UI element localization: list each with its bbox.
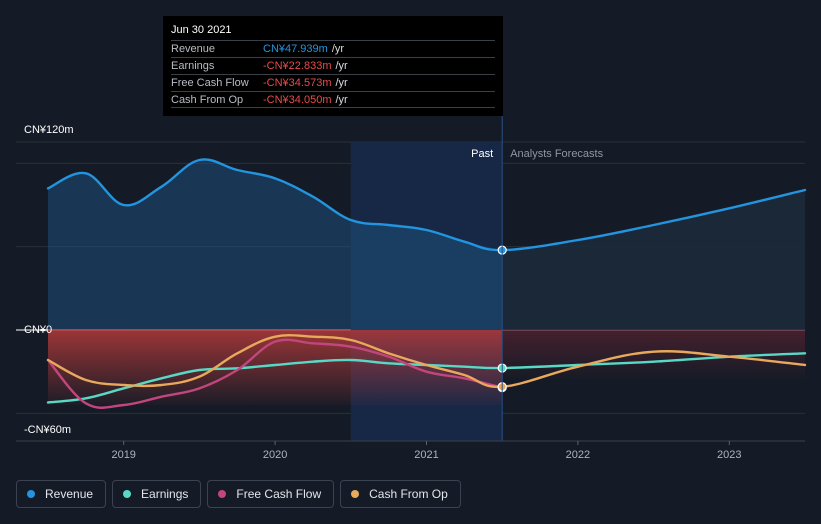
tooltip-unit: /yr (335, 94, 348, 106)
tooltip-unit: /yr (331, 43, 345, 55)
tooltip-label: Earnings (171, 60, 215, 72)
legend-dot-icon (351, 490, 360, 498)
tooltip-row-cash-from-op: Cash From Op -CN¥34.050m /yr (171, 91, 495, 108)
legend-dot-icon (218, 490, 227, 498)
tooltip-row-free-cash-flow: Free Cash Flow -CN¥34.573m /yr (171, 74, 495, 91)
y-tick-label: CN¥0 (24, 324, 52, 336)
tooltip-row-revenue: Revenue CN¥47.939m /yr (171, 40, 495, 57)
tooltip-unit: /yr (335, 60, 348, 72)
chart-legend: Revenue Earnings Free Cash Flow Cash Fro… (16, 480, 461, 508)
free-cash-flow-line (46, 338, 504, 409)
revenue-area-forecast (502, 190, 805, 330)
legend-label: Free Cash Flow (236, 487, 322, 501)
cash-from-op-line (46, 333, 807, 389)
hover-tooltip: Jun 30 2021 Revenue CN¥47.939m /yr Earni… (163, 16, 503, 116)
past-label: Past (471, 148, 493, 160)
legend-label: Earnings (141, 487, 189, 501)
earnings-line (46, 352, 807, 404)
legend-label: Cash From Op (369, 487, 448, 501)
tooltip-value: -CN¥34.050m (263, 94, 332, 106)
legend-revenue-toggle[interactable]: Revenue (16, 480, 107, 508)
x-tick-label: 2019 (111, 449, 135, 461)
x-tick-label: 2023 (717, 449, 741, 461)
tooltip-label: Cash From Op (171, 94, 244, 106)
y-tick-label: -CN¥60m (24, 424, 71, 436)
revenue-area-past (48, 159, 503, 330)
tooltip-label: Revenue (171, 43, 216, 55)
legend-free-cash-flow-toggle[interactable]: Free Cash Flow (207, 480, 335, 508)
legend-dot-icon (123, 490, 132, 498)
tooltip-value: CN¥47.939m (263, 43, 328, 55)
y-tick-label: CN¥120m (24, 124, 74, 136)
tooltip-value: -CN¥34.573m (263, 77, 332, 89)
legend-earnings-toggle[interactable]: Earnings (112, 480, 202, 508)
tooltip-row-earnings: Earnings -CN¥22.833m /yr (171, 57, 495, 74)
legend-label: Revenue (45, 487, 94, 501)
x-tick-label: 2021 (414, 449, 438, 461)
tooltip-unit: /yr (335, 77, 348, 89)
tooltip-date: Jun 30 2021 (171, 24, 232, 36)
revenue-line (46, 158, 807, 252)
legend-cash-from-op-toggle[interactable]: Cash From Op (340, 480, 461, 508)
x-tick-label: 2022 (566, 449, 590, 461)
tooltip-value: -CN¥22.833m (263, 60, 332, 72)
tooltip-label: Free Cash Flow (171, 77, 249, 89)
x-tick-label: 2020 (263, 449, 287, 461)
legend-dot-icon (27, 490, 35, 498)
forecast-label: Analysts Forecasts (510, 148, 603, 160)
